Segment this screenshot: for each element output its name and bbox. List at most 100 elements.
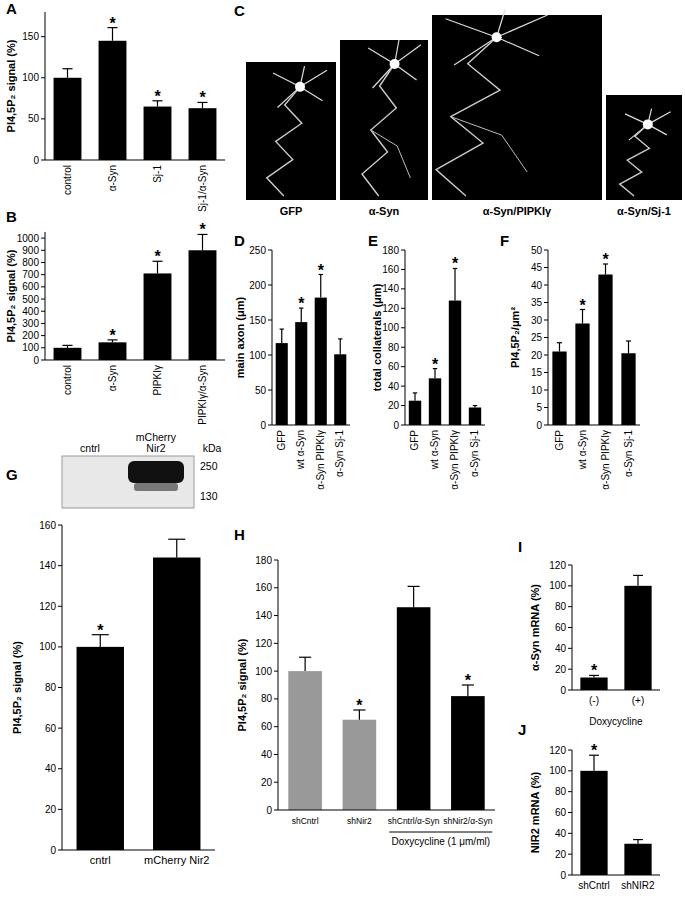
x-tick-label: wt α-Syn bbox=[577, 430, 588, 470]
bar bbox=[288, 671, 322, 810]
x-tick-label: wt α-Syn bbox=[295, 430, 306, 470]
y-tick-label: 0 bbox=[260, 420, 266, 431]
lane-label-line: Nir2 bbox=[146, 442, 165, 454]
marks bbox=[276, 275, 347, 426]
error-bar bbox=[557, 343, 562, 352]
x-tick-label: (+) bbox=[632, 695, 645, 706]
y-tick bbox=[544, 407, 548, 408]
micrographs: CGFPα-Synα-Syn/PIPKIγα-Syn/Sj-1 bbox=[234, 2, 682, 217]
y-tick-label: 20 bbox=[261, 777, 273, 788]
error-stem bbox=[67, 69, 68, 78]
y-tick-label: 160 bbox=[39, 520, 56, 531]
significance: * bbox=[452, 255, 459, 272]
image-frame bbox=[246, 62, 336, 200]
y-axis-label: α-Syn mRNA (%) bbox=[529, 584, 541, 671]
bar bbox=[54, 78, 82, 160]
y-tick bbox=[268, 320, 272, 321]
bar bbox=[77, 647, 124, 850]
y-tick bbox=[41, 77, 45, 78]
x-tick-label: Sj-1/α-Syn bbox=[197, 165, 208, 212]
y-tick-label: 80 bbox=[261, 693, 273, 704]
x-tick-label: Sj-1 bbox=[152, 165, 163, 183]
panel-chart: G*020406080100120140160PI4,5P₂ signal (%… bbox=[6, 466, 215, 866]
x-tick-label: α-Syn PIPKIγ bbox=[315, 430, 326, 490]
error-stem bbox=[281, 329, 282, 343]
y-axis-label: PI4,5P₂/μm² bbox=[509, 307, 521, 368]
y-tick bbox=[58, 728, 62, 729]
bar bbox=[451, 696, 485, 810]
soma bbox=[295, 82, 305, 92]
error-cap bbox=[62, 68, 72, 69]
error-bar bbox=[280, 329, 284, 343]
error-cap bbox=[280, 329, 284, 330]
y-tick bbox=[268, 250, 272, 251]
y-tick-label: 120 bbox=[382, 303, 399, 314]
marks bbox=[409, 268, 481, 425]
y-tick-label: 40 bbox=[388, 381, 400, 392]
x-tick-label: GFP bbox=[276, 430, 287, 451]
y-tick bbox=[568, 648, 572, 649]
y-tick bbox=[401, 425, 405, 426]
error-cap bbox=[408, 586, 420, 587]
significance: * bbox=[602, 251, 609, 268]
x-axis bbox=[45, 160, 225, 161]
y-tick-label: 0 bbox=[536, 420, 542, 431]
y-tick bbox=[544, 302, 548, 303]
y-tick bbox=[568, 875, 572, 876]
x-tick-label: shCntrl bbox=[292, 816, 319, 826]
error-stem bbox=[413, 586, 414, 607]
y-tick-label: 30 bbox=[531, 315, 543, 326]
y-axis-label: total collaterals (μm) bbox=[371, 283, 383, 391]
error-stem bbox=[559, 343, 560, 352]
dendrite bbox=[454, 37, 497, 65]
y-tick bbox=[58, 525, 62, 526]
error-stem bbox=[637, 575, 638, 585]
significance: * bbox=[199, 221, 206, 238]
bar bbox=[99, 342, 127, 360]
bar bbox=[580, 771, 607, 875]
x-tick-label: (-) bbox=[589, 695, 599, 706]
bar bbox=[429, 378, 441, 425]
x-axis bbox=[572, 690, 660, 691]
y-tick bbox=[544, 390, 548, 391]
bar bbox=[334, 354, 346, 425]
y-tick-label: 0 bbox=[560, 870, 566, 881]
y-tick-label: 50 bbox=[531, 245, 543, 256]
bar bbox=[449, 301, 461, 425]
axon bbox=[436, 37, 500, 196]
y-tick bbox=[268, 390, 272, 391]
y-tick bbox=[41, 118, 45, 119]
bar bbox=[276, 343, 288, 425]
significance: * bbox=[591, 662, 598, 679]
bar bbox=[315, 298, 327, 425]
x-tick-label: GFP bbox=[554, 430, 565, 451]
y-tick bbox=[544, 250, 548, 251]
marks bbox=[580, 755, 651, 875]
y-tick-label: 200 bbox=[22, 330, 39, 341]
significance: * bbox=[97, 622, 104, 639]
panel-chart: I*020406080100120α-Syn mRNA (%)(-)(+)Dox… bbox=[518, 538, 660, 727]
y-tick-label: 800 bbox=[22, 257, 39, 268]
error-bar bbox=[413, 393, 417, 401]
y-tick bbox=[544, 425, 548, 426]
error-cap bbox=[338, 338, 342, 339]
x-tick-label: shNir2 bbox=[347, 816, 372, 826]
y-tick bbox=[401, 366, 405, 367]
y-tick-label: 160 bbox=[382, 264, 399, 275]
bar bbox=[295, 322, 307, 425]
y-tick-label: 60 bbox=[555, 622, 567, 633]
error-bar bbox=[626, 341, 631, 353]
y-tick bbox=[58, 850, 62, 851]
y-tick-label: 700 bbox=[22, 269, 39, 280]
x-tick-label: α-Syn Sj-1 bbox=[469, 430, 480, 477]
error-stem bbox=[176, 539, 177, 557]
y-tick bbox=[568, 627, 572, 628]
y-tick bbox=[274, 782, 278, 783]
significance: * bbox=[109, 15, 116, 32]
y-tick bbox=[544, 267, 548, 268]
y-axis-label: NIR2 mRNA (%) bbox=[529, 771, 541, 853]
y-tick-label: 150 bbox=[249, 315, 266, 326]
image-frame bbox=[606, 95, 682, 200]
y-tick-label: 0 bbox=[33, 155, 39, 166]
y-tick bbox=[41, 238, 45, 239]
